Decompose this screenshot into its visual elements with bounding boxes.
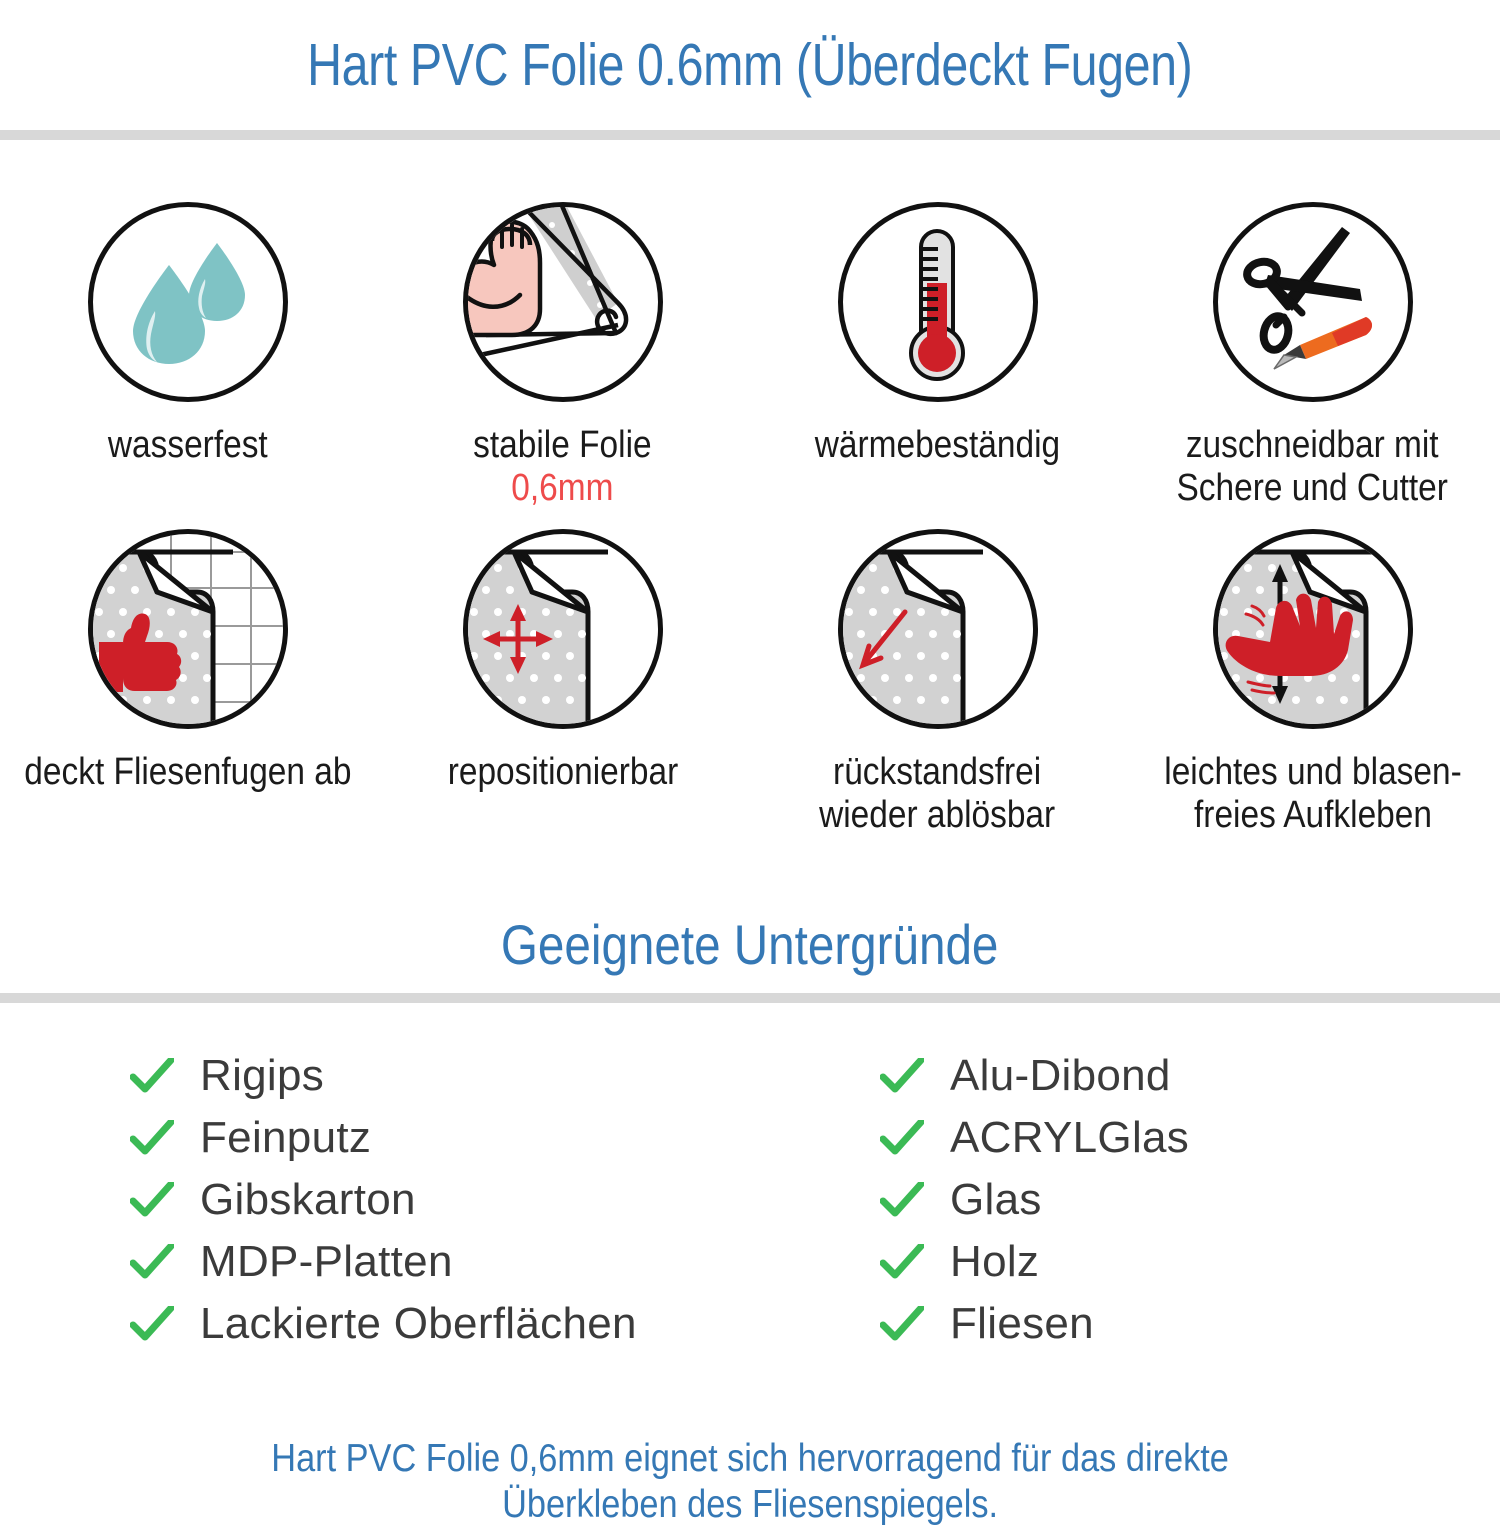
divider-top bbox=[0, 130, 1500, 140]
feature-rueckstandsfrei: rückstandsfrei wieder ablösbar bbox=[750, 528, 1125, 837]
substrates-left-column: Rigips Feinputz Gibskarton MDP-Platten L… bbox=[130, 1045, 750, 1355]
list-item-label: Rigips bbox=[200, 1050, 325, 1100]
peel-arrow-icon bbox=[837, 528, 1038, 729]
feature-thickness-badge: 0,6mm bbox=[511, 466, 614, 509]
list-item-label: Holz bbox=[950, 1236, 1040, 1286]
list-item-label: MDP-Platten bbox=[200, 1236, 453, 1286]
list-item: Feinputz bbox=[130, 1107, 750, 1169]
substrates-heading-wrap: Geeignete Untergründe bbox=[0, 897, 1500, 993]
check-icon bbox=[880, 1057, 924, 1093]
list-item: Holz bbox=[880, 1231, 1480, 1293]
check-icon bbox=[880, 1181, 924, 1217]
feature-grid: wasserfest bbox=[0, 140, 1500, 837]
check-icon bbox=[130, 1305, 174, 1341]
feature-label: repositionierbar bbox=[447, 750, 678, 793]
flexed-arm-film-icon bbox=[462, 202, 663, 402]
check-icon bbox=[130, 1119, 174, 1155]
list-item: MDP-Platten bbox=[130, 1231, 750, 1293]
check-icon bbox=[880, 1305, 924, 1341]
list-item-label: Lackierte Oberflächen bbox=[200, 1298, 637, 1348]
move-arrows-icon bbox=[462, 528, 663, 729]
thumbs-up-tile-grid-icon bbox=[87, 528, 288, 729]
check-icon bbox=[130, 1181, 174, 1217]
footer-note: Hart PVC Folie 0,6mm eignet sich hervorr… bbox=[0, 1389, 1500, 1529]
feature-waermebestaendig: wärmebeständig bbox=[750, 202, 1125, 510]
list-item: Fliesen bbox=[880, 1293, 1480, 1355]
list-item: Alu-Dibond bbox=[880, 1045, 1480, 1107]
check-icon bbox=[880, 1119, 924, 1155]
list-item-label: Feinputz bbox=[200, 1112, 372, 1162]
feature-blasenfreies-aufkleben: leichtes und blasen- freies Aufkleben bbox=[1125, 528, 1500, 837]
feature-label-text: stabile Folie bbox=[473, 424, 652, 466]
smoothing-hand-icon bbox=[1212, 528, 1413, 729]
list-item: Rigips bbox=[130, 1045, 750, 1107]
feature-label: zuschneidbar mit Schere und Cutter bbox=[1176, 424, 1449, 509]
feature-row-1: wasserfest bbox=[0, 202, 1500, 510]
list-item: ACRYLGlas bbox=[880, 1107, 1480, 1169]
feature-repositionierbar: repositionierbar bbox=[375, 528, 750, 837]
header: Hart PVC Folie 0.6mm (Überdeckt Fugen) bbox=[0, 0, 1500, 130]
list-item: Glas bbox=[880, 1169, 1480, 1231]
feature-row-2: deckt Fliesenfugen ab bbox=[0, 528, 1500, 837]
feature-wasserfest: wasserfest bbox=[0, 202, 375, 510]
feature-label: wasserfest bbox=[107, 424, 268, 466]
check-icon bbox=[130, 1243, 174, 1279]
substrates-right-column: Alu-Dibond ACRYLGlas Glas Holz Fliesen bbox=[750, 1045, 1480, 1355]
water-drops-icon bbox=[87, 202, 288, 402]
substrates-lists: Rigips Feinputz Gibskarton MDP-Platten L… bbox=[0, 1003, 1500, 1355]
page-title: Hart PVC Folie 0.6mm (Überdeckt Fugen) bbox=[307, 32, 1193, 98]
feature-label: deckt Fliesenfugen ab bbox=[23, 750, 352, 793]
feature-label: stabile Folie 0,6mm bbox=[473, 424, 651, 510]
list-item-label: Fliesen bbox=[950, 1298, 1094, 1348]
footer-note-text: Hart PVC Folie 0,6mm eignet sich hervorr… bbox=[271, 1436, 1229, 1527]
substrates-heading: Geeignete Untergründe bbox=[501, 913, 999, 977]
check-icon bbox=[880, 1243, 924, 1279]
scissors-cutter-icon bbox=[1212, 202, 1413, 402]
feature-stabile-folie: stabile Folie 0,6mm bbox=[375, 202, 750, 510]
divider-middle bbox=[0, 992, 1500, 1003]
feature-label: wärmebeständig bbox=[814, 424, 1061, 466]
list-item-label: Alu-Dibond bbox=[950, 1050, 1171, 1100]
feature-deckt-fliesenfugen: deckt Fliesenfugen ab bbox=[0, 528, 375, 837]
feature-label: rückstandsfrei wieder ablösbar bbox=[819, 750, 1056, 836]
feature-label: leichtes und blasen- freies Aufkleben bbox=[1163, 750, 1462, 836]
thermometer-icon bbox=[837, 202, 1038, 402]
check-icon bbox=[130, 1057, 174, 1093]
list-item: Lackierte Oberflächen bbox=[130, 1293, 750, 1355]
list-item-label: Gibskarton bbox=[200, 1174, 416, 1224]
list-item-label: ACRYLGlas bbox=[950, 1112, 1190, 1162]
feature-zuschneidbar: zuschneidbar mit Schere und Cutter bbox=[1125, 202, 1500, 510]
list-item: Gibskarton bbox=[130, 1169, 750, 1231]
list-item-label: Glas bbox=[950, 1174, 1042, 1224]
